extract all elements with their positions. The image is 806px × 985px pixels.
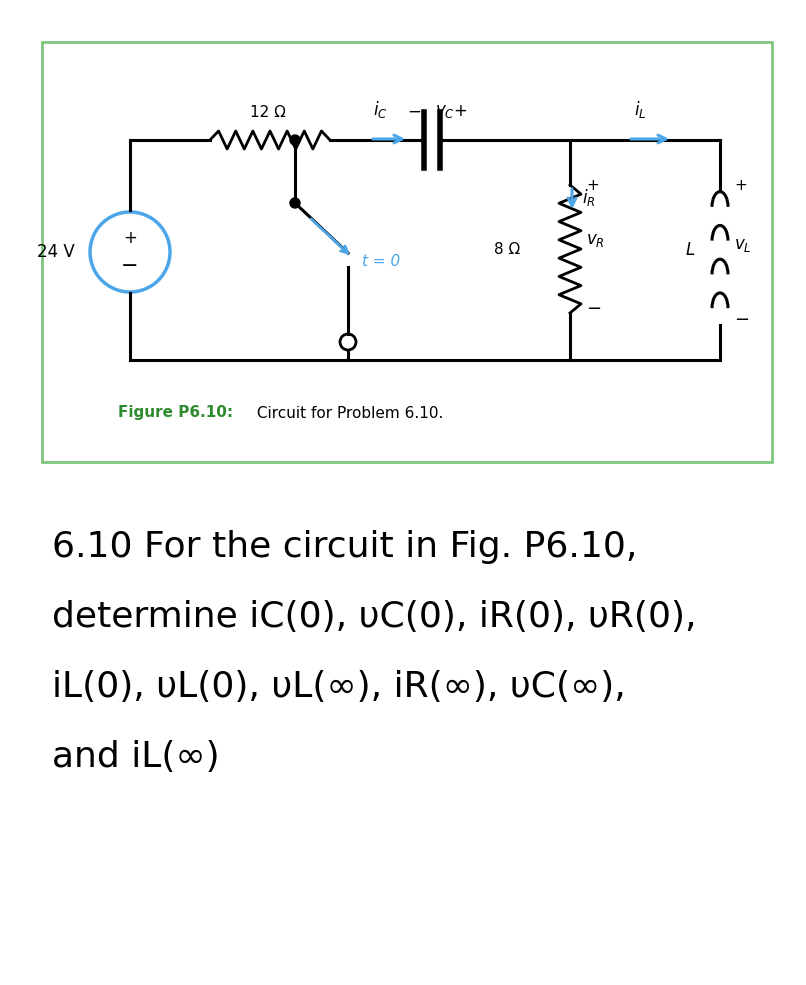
Text: +: +	[586, 177, 599, 192]
Text: $i_C$: $i_C$	[372, 99, 388, 120]
Text: $i_L$: $i_L$	[634, 99, 646, 120]
Text: 6.10 For the circuit in Fig. P6.10,: 6.10 For the circuit in Fig. P6.10,	[52, 530, 638, 564]
Text: Figure P6.10:: Figure P6.10:	[118, 406, 233, 421]
Text: −: −	[121, 256, 139, 276]
Text: $+$: $+$	[453, 102, 467, 120]
Text: and iL(∞): and iL(∞)	[52, 740, 219, 774]
Text: $L$: $L$	[685, 241, 695, 259]
Text: $-$: $-$	[407, 102, 421, 120]
Text: −: −	[586, 300, 601, 318]
Text: $v_L$: $v_L$	[734, 236, 752, 254]
Text: +: +	[123, 229, 137, 247]
Text: +: +	[734, 177, 746, 192]
Circle shape	[290, 135, 300, 145]
Text: 8 Ω: 8 Ω	[494, 242, 520, 257]
Text: 12 Ω: 12 Ω	[250, 105, 286, 120]
Text: t = 0: t = 0	[362, 253, 401, 269]
Text: determine iC(0), υC(0), iR(0), υR(0),: determine iC(0), υC(0), iR(0), υR(0),	[52, 600, 696, 634]
Text: $i_R$: $i_R$	[582, 187, 596, 209]
Text: −: −	[734, 311, 749, 329]
Text: Circuit for Problem 6.10.: Circuit for Problem 6.10.	[252, 406, 443, 421]
Bar	[42, 42, 772, 462]
Text: iL(0), υL(0), υL(∞), iR(∞), υC(∞),: iL(0), υL(0), υL(∞), iR(∞), υC(∞),	[52, 670, 625, 704]
Circle shape	[290, 198, 300, 208]
Text: $v_C$: $v_C$	[435, 102, 455, 120]
Text: 24 V: 24 V	[37, 243, 75, 261]
Text: $v_R$: $v_R$	[586, 231, 604, 249]
